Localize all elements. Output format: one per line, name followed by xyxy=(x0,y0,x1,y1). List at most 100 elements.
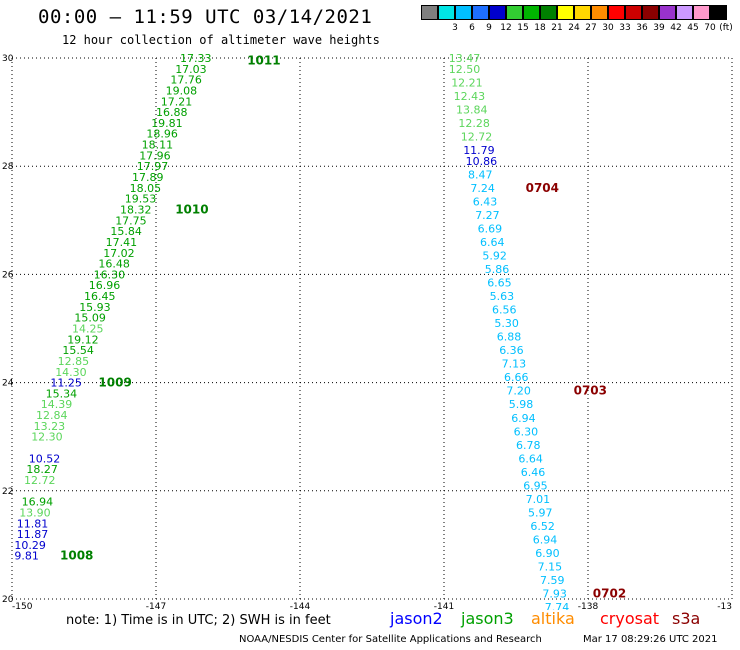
wave-height-label: 10.29 xyxy=(14,539,46,552)
legend-swatch xyxy=(489,5,506,20)
wave-height-label: 17.03 xyxy=(175,63,207,76)
sat-legend-s3a: s3a xyxy=(672,609,701,628)
legend-swatch xyxy=(591,5,608,20)
legend-label: 36 xyxy=(636,23,648,33)
map-title: 00:00 – 11:59 UTC 03/14/2021 xyxy=(38,6,373,28)
wave-height-label: 6.66 xyxy=(504,371,529,384)
y-tick-label: 24 xyxy=(2,379,14,389)
legend-swatch xyxy=(421,5,438,20)
pass-time-label: 1008 xyxy=(60,549,93,563)
wave-height-label: 16.48 xyxy=(98,258,129,271)
legend-label: 42 xyxy=(670,23,682,33)
wave-height-label: 16.96 xyxy=(89,279,121,292)
wave-height-label: 6.52 xyxy=(530,520,555,533)
wave-height-label: 5.63 xyxy=(490,290,514,303)
wave-height-label: 16.94 xyxy=(22,496,53,509)
legend-unit: (ft) xyxy=(719,23,733,33)
wave-height-label: 12.21 xyxy=(451,76,483,89)
wave-height-label: 13.47 xyxy=(449,52,481,65)
wave-height-label: 17.21 xyxy=(161,95,193,108)
wave-height-label: 12.43 xyxy=(454,90,486,103)
y-tick-label: 20 xyxy=(2,595,14,605)
x-tick-label: -13 xyxy=(717,602,732,610)
legend-swatch xyxy=(540,5,557,20)
wave-height-label: 15.34 xyxy=(46,387,78,400)
wave-height-label: 5.86 xyxy=(485,263,510,276)
legend-label: 12 xyxy=(500,23,512,33)
wave-height-label: 15.54 xyxy=(62,344,94,357)
wave-height-label: 18.32 xyxy=(120,203,152,216)
altimeter-map-plot: -150 -147 -144 -141 -138 -13 20 22 24 26 28 30 17.33… xyxy=(2,52,733,610)
x-tick-label: -141 xyxy=(434,602,454,610)
wave-height-label: 11.79 xyxy=(463,144,495,157)
wave-height-label: 18.05 xyxy=(130,182,162,195)
wave-height-label: 13.23 xyxy=(34,420,66,433)
x-tick-label: -150 xyxy=(12,602,33,610)
wave-height-label: 6.36 xyxy=(499,344,524,357)
map-subtitle: 12 hour collection of altimeter wave hei… xyxy=(62,33,380,47)
wave-height-label: 6.94 xyxy=(511,412,536,425)
wave-height-label: 18.11 xyxy=(142,139,174,152)
x-tick-label: -144 xyxy=(290,602,311,610)
wave-height-label: 12.72 xyxy=(461,130,493,143)
wave-height-label: 6.95 xyxy=(523,479,548,492)
wave-height-label: 6.56 xyxy=(492,304,517,317)
legend-swatch xyxy=(574,5,591,20)
wave-height-label: 6.78 xyxy=(516,439,541,452)
wave-height-label: 17.33 xyxy=(180,52,212,65)
legend-label: 6 xyxy=(469,23,475,33)
legend-label: 21 xyxy=(551,23,563,33)
wave-height-label: 5.30 xyxy=(494,317,519,330)
wave-height-label: 17.75 xyxy=(115,214,147,227)
x-tick-label: -138 xyxy=(578,602,599,610)
wave-height-label: 6.69 xyxy=(478,222,503,235)
wave-height-label: 9.81 xyxy=(14,550,39,563)
legend-swatch xyxy=(608,5,625,20)
pass-time-label: 1011 xyxy=(247,54,280,68)
legend-swatch xyxy=(557,5,574,20)
pass-time-label: 0704 xyxy=(526,181,559,195)
legend-swatch xyxy=(676,5,693,20)
wave-height-label: 17.76 xyxy=(170,74,202,87)
wave-height-label: 17.41 xyxy=(106,236,138,249)
legend-label: 3 xyxy=(452,23,458,33)
wave-height-label: 6.64 xyxy=(518,452,543,465)
legend-label: 15 xyxy=(517,23,529,33)
wave-height-label: 11.25 xyxy=(50,377,82,390)
wave-height-label: 19.08 xyxy=(166,84,198,97)
wave-height-label: 12.30 xyxy=(31,431,63,444)
wave-height-label: 6.30 xyxy=(514,425,539,438)
legend-swatch xyxy=(438,5,455,20)
pass-time-label: 1010 xyxy=(175,202,208,216)
wave-height-label: 6.64 xyxy=(480,236,505,249)
wave-height-label: 7.20 xyxy=(506,385,531,398)
legend-label: 24 xyxy=(568,23,580,33)
legend-swatch xyxy=(472,5,489,20)
credit-line: NOAA/NESDIS Center for Satellite Applica… xyxy=(239,634,542,645)
wave-height-label: 18.27 xyxy=(26,463,58,476)
legend-swatch xyxy=(642,5,659,20)
legend-label: 9 xyxy=(486,23,492,33)
legend-label: 18 xyxy=(534,23,546,33)
wave-height-label: 19.81 xyxy=(151,117,183,130)
wave-height-label: 19.53 xyxy=(125,193,157,206)
pass-time-label: 0703 xyxy=(574,384,607,398)
wave-height-label: 14.39 xyxy=(41,398,73,411)
wave-height-label: 11.81 xyxy=(17,517,49,530)
wave-height-label: 7.24 xyxy=(470,182,495,195)
wave-height-label: 7.27 xyxy=(475,209,500,222)
y-tick-label: 30 xyxy=(2,54,14,64)
wave-height-label: 12.50 xyxy=(449,63,481,76)
wave-height-label: 13.90 xyxy=(19,506,51,519)
sat-legend-jason3: jason3 xyxy=(461,609,514,628)
sat-legend-altika: altika xyxy=(531,609,575,628)
legend-label: 27 xyxy=(585,23,597,33)
legend-swatch xyxy=(523,5,540,20)
wave-height-label: 17.89 xyxy=(132,171,164,184)
wave-height-label: 5.97 xyxy=(528,506,553,519)
pass-time-label: 0702 xyxy=(593,587,626,601)
wave-height-label: 5.98 xyxy=(509,398,534,411)
wave-height-label: 19.12 xyxy=(67,333,99,346)
y-tick-label: 26 xyxy=(2,270,14,280)
legend-label: 30 xyxy=(602,23,614,33)
